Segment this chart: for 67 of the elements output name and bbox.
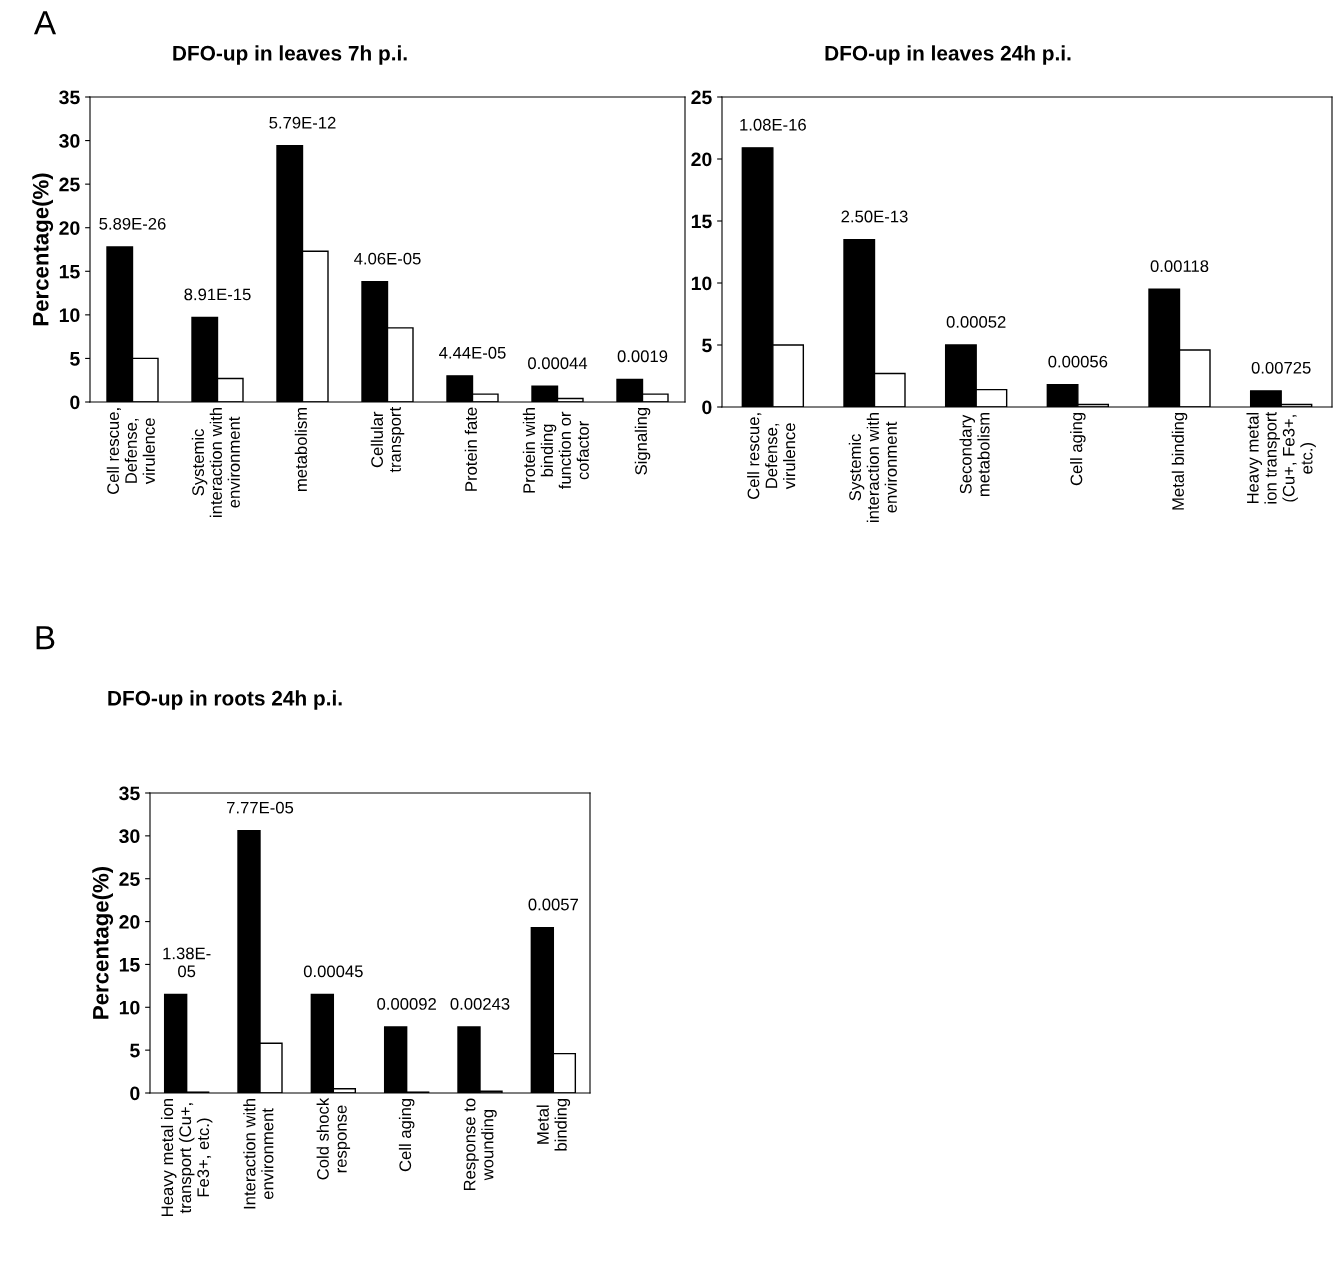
y-tick-label: 25 — [119, 872, 140, 886]
y-tick-label: 20 — [691, 152, 712, 167]
x-tick-label: Protein with binding function or cofactor — [522, 407, 589, 493]
x-tick-label: Response to wounding — [463, 1098, 497, 1191]
annotation: 8.91E-15 — [184, 288, 251, 301]
x-tick-label: Interaction with environment — [243, 1098, 274, 1209]
annotation: 1.38E- 05 — [163, 947, 211, 978]
annotation: 0.00044 — [528, 357, 588, 370]
y-tick-label: 15 — [59, 264, 80, 279]
x-tick-label: Metal binding — [1171, 412, 1188, 510]
x-tick-label: Cell rescue, Defense, virulence — [106, 408, 155, 495]
y-tick-label: 20 — [119, 915, 140, 929]
x-tick-label: Systemic interaction with environment — [848, 412, 897, 522]
x-tick-label: Cellular transport — [370, 406, 405, 473]
x-tick-label: Secondary metabolism — [959, 412, 990, 496]
x-tick-label: Heavy metal ion transport (Cu+, Fe3+, etc.) — [1246, 411, 1316, 504]
y-tick-label: 0 — [70, 395, 80, 410]
annotation: 0.00052 — [946, 316, 1006, 328]
annotation: 5.79E-12 — [269, 116, 336, 129]
y-tick-label: 5 — [130, 1043, 140, 1058]
y-tick-label: 0 — [702, 400, 712, 415]
y-tick-label: 10 — [691, 276, 712, 291]
y-tick-label: 5 — [702, 338, 712, 353]
y-tick-label: 25 — [59, 177, 80, 192]
y-axis-title: Percentage(%) — [32, 173, 54, 326]
annotation: 0.00056 — [1048, 355, 1108, 368]
annotation: 0.00243 — [450, 998, 510, 1010]
y-tick-label: 20 — [59, 221, 80, 235]
annotation: 0.00045 — [303, 965, 363, 978]
y-tick-label: 10 — [59, 308, 80, 323]
annotation: 0.0057 — [528, 898, 578, 911]
x-tick-label: Cell aging — [1070, 412, 1086, 486]
x-tick-label: metabolism — [294, 407, 307, 491]
chart-title: DFO-up in leaves 7h p.i. — [173, 45, 407, 65]
y-tick-label: 0 — [130, 1086, 140, 1101]
y-axis-title: Percentage(%) — [92, 866, 114, 1019]
annotation: 4.06E-05 — [354, 252, 421, 265]
y-tick-label: 15 — [119, 958, 140, 972]
annotation: 7.77E-05 — [227, 801, 294, 814]
x-tick-label: Cold shock response — [316, 1097, 351, 1180]
x-tick-label: Systemic interaction with environment — [191, 407, 240, 517]
y-tick-label: 10 — [119, 1000, 140, 1015]
y-tick-label: 35 — [119, 786, 140, 801]
annotation: 1.08E-16 — [740, 118, 806, 131]
x-tick-label: Protein fate — [464, 407, 477, 491]
x-tick-label: Signaling — [634, 407, 651, 475]
text: A — [33, 11, 57, 35]
text: B — [36, 626, 55, 650]
annotation: 4.44E-05 — [439, 346, 506, 359]
y-tick-label: 35 — [59, 90, 80, 105]
y-tick-label: 25 — [691, 90, 712, 105]
x-tick-label: Cell aging — [398, 1098, 415, 1172]
y-tick-label: 5 — [70, 352, 80, 366]
annotation: 0.0019 — [617, 350, 668, 363]
y-tick-label: 15 — [691, 214, 712, 229]
chart-title: DFO-up in roots 24h p.i. — [108, 690, 342, 710]
annotation: 0.00725 — [1251, 361, 1311, 374]
annotation: 5.89E-26 — [99, 217, 166, 230]
y-tick-label: 30 — [119, 829, 140, 844]
x-tick-label: Metal binding — [536, 1098, 571, 1151]
chart-title: DFO-up in leaves 24h p.i. — [825, 45, 1071, 65]
annotation: 0.00092 — [377, 998, 436, 1010]
x-tick-label: Heavy metal ion transport (Cu+, Fe3+, etc.) — [160, 1098, 213, 1216]
annotation: 0.00118 — [1150, 260, 1209, 273]
y-tick-label: 30 — [59, 134, 80, 148]
annotation: 2.50E-13 — [841, 210, 908, 223]
x-tick-label: Cell rescue, Defense, virulence — [747, 413, 796, 500]
